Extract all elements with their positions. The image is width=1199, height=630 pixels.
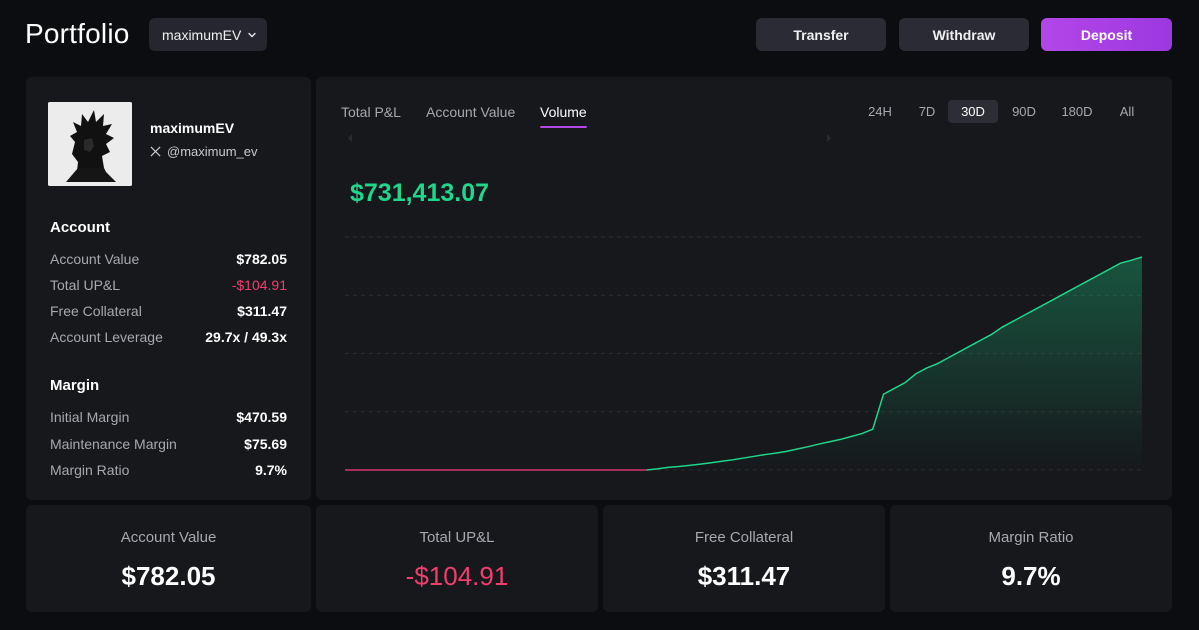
range-90d[interactable]: 90D [1012,104,1036,119]
stat-card-margin-ratio: Margin Ratio 9.7% [890,505,1172,612]
margin-row-value: 9.7% [255,462,287,478]
stat-card-total-upnl: Total UP&L -$104.91 [316,505,598,612]
range-24h[interactable]: 24H [868,104,892,119]
chevron-down-icon [248,32,257,37]
stat-card-account-value: Account Value $782.05 [26,505,311,612]
stat-value: $311.47 [697,561,791,591]
scroll-left-icon[interactable] [346,133,354,143]
profile-name: maximumEV [150,120,235,136]
stat-card-free-collateral: Free Collateral $311.47 [603,505,885,612]
page-title: Portfolio [25,18,130,49]
margin-row: Maintenance Margin $75.69 [50,434,287,454]
account-row-label: Account Leverage [50,329,163,345]
account-row-label: Free Collateral [50,303,142,319]
stat-label: Margin Ratio [988,529,1074,546]
account-summary-panel: maximumEV @maximum_ev Account Account Va… [26,77,311,500]
margin-row: Margin Ratio 9.7% [50,460,287,480]
deposit-button[interactable]: Deposit [1041,18,1172,51]
margin-row-label: Initial Margin [50,409,130,425]
range-all[interactable]: All [1119,104,1135,119]
transfer-button[interactable]: Transfer [756,18,886,51]
account-row-label: Account Value [50,251,140,267]
profile-handle-text: @maximum_ev [167,144,258,159]
stat-value: -$104.91 [405,561,509,591]
avatar [48,102,132,186]
account-row: Account Leverage 29.7x / 49.3x [50,327,287,347]
account-select-label: maximumEV [162,26,242,43]
chart-series-line [646,256,1143,471]
account-row-value: $782.05 [236,251,287,267]
margin-row-value: $75.69 [244,436,287,452]
chart-series-area [646,256,1142,470]
scroll-right-icon[interactable] [825,133,833,143]
range-30d[interactable]: 30D [948,100,998,123]
stat-value: 9.7% [1001,561,1061,591]
account-row-value: -$104.91 [231,277,287,293]
range-7d[interactable]: 7D [918,104,936,119]
range-180d[interactable]: 180D [1061,104,1093,119]
stat-value: $782.05 [121,561,216,591]
chart-headline-value: $731,413.07 [350,179,490,207]
tab-total-pnl[interactable]: Total P&L [341,104,401,120]
margin-row-label: Margin Ratio [50,462,130,478]
profile-handle[interactable]: @maximum_ev [150,144,258,159]
account-row: Free Collateral $311.47 [50,301,287,321]
account-select[interactable]: maximumEV [149,18,267,51]
account-row-value: 29.7x / 49.3x [205,329,287,345]
account-row: Total UP&L -$104.91 [50,275,287,295]
account-row-label: Total UP&L [50,277,121,293]
x-logo-icon [150,146,161,157]
account-row-value: $311.47 [237,303,287,319]
withdraw-button[interactable]: Withdraw [899,18,1029,51]
stat-label: Free Collateral [694,529,794,546]
header: Portfolio maximumEV Transfer Withdraw De… [0,0,1199,70]
stat-label: Total UP&L [419,529,495,546]
volume-chart [345,236,1143,471]
margin-row-value: $470.59 [236,409,287,425]
account-section-title: Account [50,219,110,236]
tab-volume[interactable]: Volume [540,104,587,128]
margin-row-label: Maintenance Margin [50,436,177,452]
account-row: Account Value $782.05 [50,249,287,269]
margin-section-title: Margin [50,377,100,394]
stat-label: Account Value [120,529,217,546]
tab-account-value[interactable]: Account Value [426,104,516,120]
margin-row: Initial Margin $470.59 [50,407,287,427]
chart-panel: Total P&L Account Value Volume 24H 7D 30… [316,77,1172,500]
